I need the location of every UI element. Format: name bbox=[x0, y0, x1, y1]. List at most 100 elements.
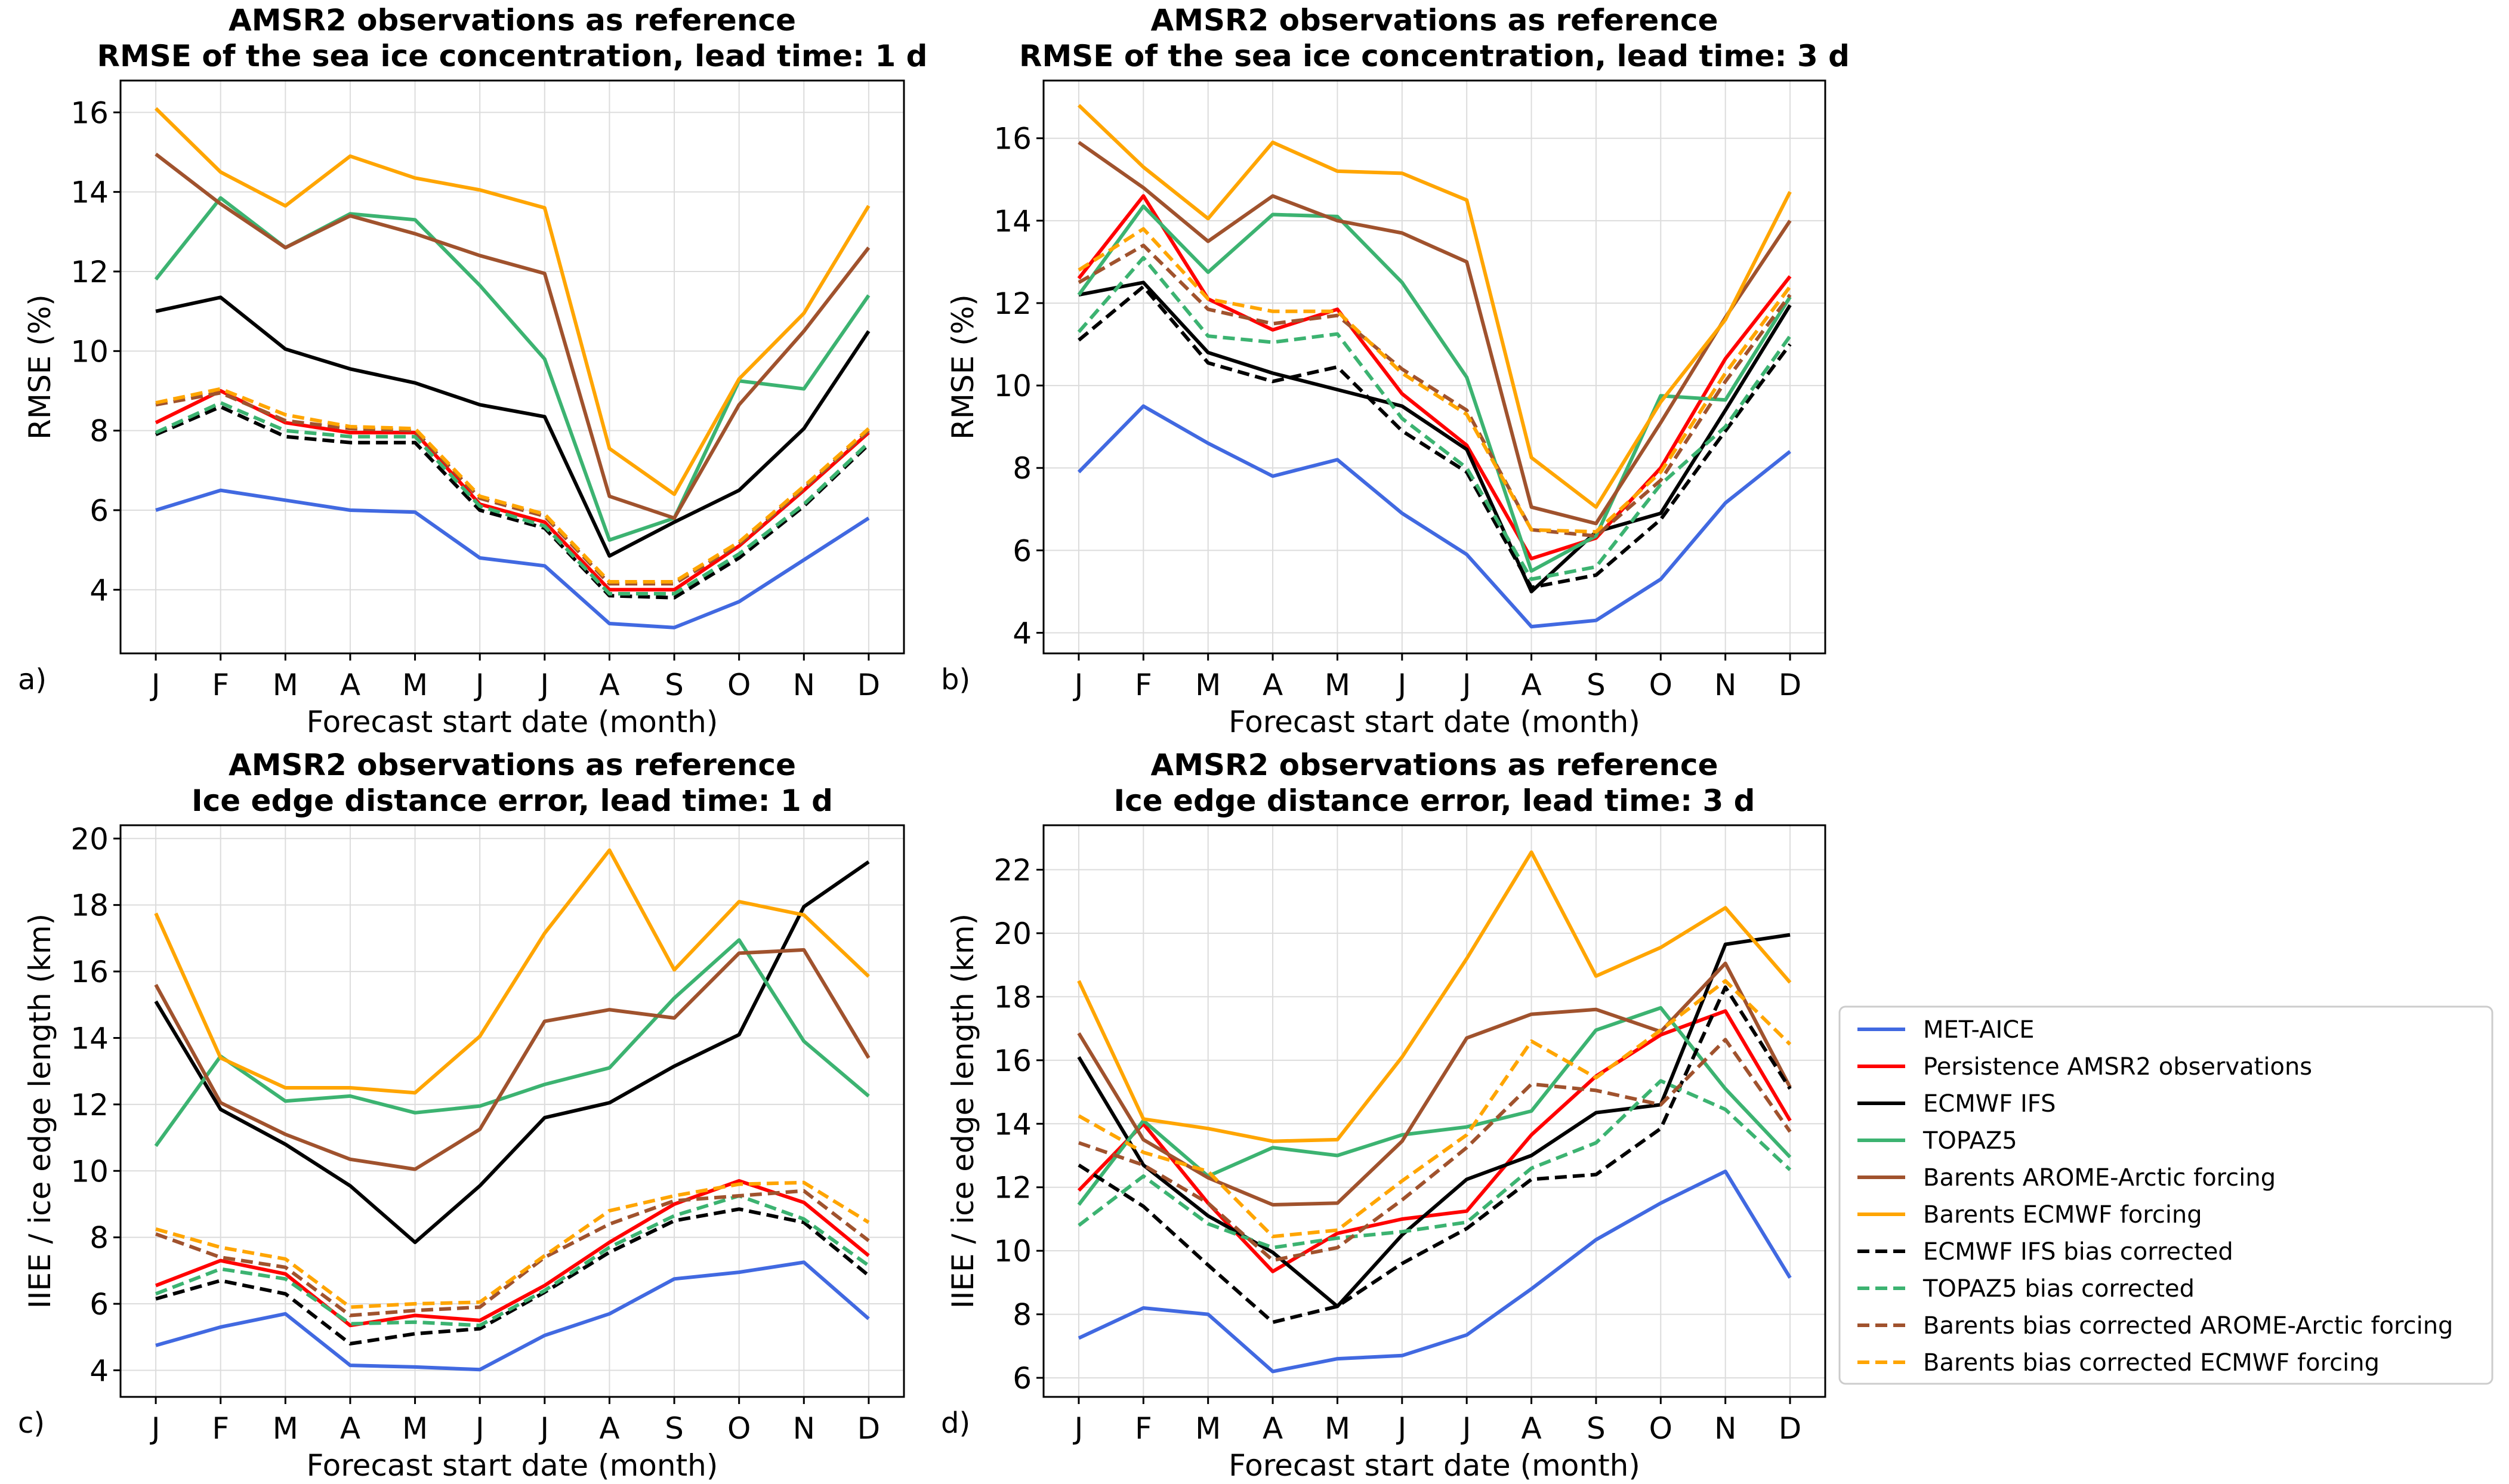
series-line-ecmwf-ifs-bias-corrected bbox=[155, 1207, 870, 1346]
y-tick-label: 14 bbox=[70, 1021, 109, 1056]
chart-title-line-2: Ice edge distance error, lead time: 3 d bbox=[1114, 783, 1755, 818]
y-tick-label: 12 bbox=[993, 286, 1032, 321]
panel-label: a) bbox=[18, 663, 47, 696]
series-line-barents-bias-corrected-ecmwf-forcing bbox=[155, 1180, 870, 1309]
series-line-barents-bias-corrected-ecmwf-forcing bbox=[155, 387, 870, 584]
chart-title-line-1: AMSR2 observations as reference bbox=[229, 748, 796, 782]
legend-entry-label: Persistence AMSR2 observations bbox=[1923, 1053, 2312, 1081]
x-tick-label: F bbox=[1135, 668, 1152, 702]
series-line-barents-ecmwf-forcing bbox=[1077, 104, 1792, 509]
x-tick-label: M bbox=[402, 1411, 428, 1446]
x-tick-label: N bbox=[793, 1411, 815, 1446]
legend-entry-label: Barents ECMWF forcing bbox=[1923, 1201, 2202, 1229]
x-tick-label: M bbox=[273, 668, 298, 702]
y-tick-label: 8 bbox=[1013, 451, 1032, 486]
chart-title-line-2: Ice edge distance error, lead time: 1 d bbox=[192, 783, 833, 818]
legend-entry-label: MET-AICE bbox=[1923, 1016, 2034, 1044]
x-tick-label: A bbox=[1521, 668, 1541, 702]
series-line-met-aice bbox=[155, 488, 870, 630]
y-axis-label: IIEE / ice edge length (km) bbox=[23, 914, 57, 1309]
chart-panel-2: 4 6 8 10 12 14 16 J F M A M J J A S O N D AMSR2 observation… bbox=[941, 3, 1850, 739]
x-tick-label: M bbox=[1325, 668, 1350, 702]
x-axis-label: Forecast start date (month) bbox=[1229, 705, 1640, 739]
chart-title-line-2: RMSE of the sea ice concentration, lead … bbox=[1019, 39, 1850, 73]
axes-frame bbox=[1042, 824, 1826, 1398]
series-line-met-aice bbox=[155, 1260, 870, 1372]
x-tick-label: J bbox=[538, 1411, 549, 1446]
x-axis-label: Forecast start date (month) bbox=[307, 1448, 718, 1483]
y-tick-label: 22 bbox=[993, 853, 1032, 888]
chart-panel-3: 4 6 8 10 12 14 16 18 20 J F M A M J J A S O N D AMSR2 observa… bbox=[18, 748, 905, 1483]
x-axis-label: Forecast start date (month) bbox=[307, 705, 718, 739]
y-tick-label: 4 bbox=[90, 1353, 109, 1388]
x-tick-label: J bbox=[1461, 668, 1471, 702]
x-tick-label: J bbox=[150, 668, 161, 702]
x-tick-label: O bbox=[1649, 668, 1672, 702]
series-line-barents-bias-corrected-ecmwf-forcing bbox=[1078, 979, 1792, 1239]
x-tick-label: J bbox=[150, 1411, 161, 1446]
y-axis-label: IIEE / ice edge length (km) bbox=[946, 914, 980, 1309]
x-tick-label: J bbox=[538, 668, 549, 702]
axes-frame bbox=[119, 79, 905, 655]
chart-title-line-1: AMSR2 observations as reference bbox=[229, 3, 796, 38]
series-line-ecmwf-ifs-bias-corrected bbox=[1078, 285, 1792, 590]
x-tick-label: J bbox=[474, 1411, 484, 1446]
y-tick-label: 6 bbox=[1013, 533, 1032, 568]
series-line-barents-bias-corrected-arome-arctic-forcing bbox=[155, 1189, 870, 1318]
x-tick-label: M bbox=[1195, 668, 1221, 702]
series-line-ecmwf-ifs bbox=[1077, 933, 1791, 1309]
x-tick-label: A bbox=[1263, 1411, 1283, 1446]
x-tick-label: A bbox=[340, 668, 360, 702]
chart-title-line-1: AMSR2 observations as reference bbox=[1151, 3, 1718, 38]
y-axis-label: RMSE (%) bbox=[946, 294, 980, 440]
panel-label: d) bbox=[941, 1406, 970, 1440]
y-tick-label: 6 bbox=[1013, 1361, 1032, 1396]
series-line-barents-bias-corrected-arome-arctic-forcing bbox=[1078, 1038, 1792, 1263]
x-tick-label: M bbox=[1195, 1411, 1221, 1446]
legend-entry-label: Barents bias corrected ECMWF forcing bbox=[1923, 1349, 2380, 1377]
series-line-ecmwf-ifs bbox=[154, 860, 870, 1244]
chart-title-line-2: RMSE of the sea ice concentration, lead … bbox=[97, 39, 928, 73]
panel-label: b) bbox=[941, 663, 970, 696]
series-line-barents-bias-corrected-arome-arctic-forcing bbox=[155, 391, 870, 586]
y-tick-label: 20 bbox=[70, 822, 109, 856]
y-tick-label: 16 bbox=[993, 122, 1032, 156]
y-tick-label: 12 bbox=[70, 255, 109, 289]
axes-frame bbox=[119, 824, 905, 1398]
series-line-met-aice bbox=[1077, 404, 1791, 629]
x-tick-label: J bbox=[1461, 1411, 1471, 1446]
series-line-topaz5 bbox=[154, 938, 870, 1147]
chart-panel-1: 4 6 8 10 12 14 16 J F M A M J J A S O N D AMSR2 observation… bbox=[18, 3, 927, 739]
legend-entry-label: ECMWF IFS bias corrected bbox=[1923, 1238, 2233, 1266]
x-tick-label: N bbox=[1714, 668, 1736, 702]
panel-label: c) bbox=[18, 1406, 45, 1440]
series-line-topaz5-bias-corrected bbox=[1078, 1079, 1792, 1249]
series-line-topaz5-bias-corrected bbox=[155, 401, 870, 596]
legend-frame bbox=[1838, 1005, 2493, 1385]
series-line-barents-bias-corrected-arome-arctic-forcing bbox=[1078, 243, 1792, 538]
series-line-barents-arome-arctic-forcing bbox=[154, 948, 871, 1171]
x-tick-label: J bbox=[474, 668, 484, 702]
x-tick-label: D bbox=[857, 1411, 881, 1446]
x-tick-label: J bbox=[1073, 668, 1084, 702]
x-tick-label: O bbox=[727, 668, 751, 702]
y-tick-label: 4 bbox=[90, 573, 109, 607]
x-tick-label: J bbox=[1396, 1411, 1406, 1446]
series-line-barents-ecmwf-forcing bbox=[154, 107, 871, 496]
x-tick-label: A bbox=[1263, 668, 1283, 702]
y-tick-label: 10 bbox=[70, 334, 109, 369]
y-tick-label: 18 bbox=[993, 980, 1032, 1014]
x-tick-label: D bbox=[1779, 1411, 1802, 1446]
series-line-barents-ecmwf-forcing bbox=[154, 848, 870, 1095]
x-tick-label: D bbox=[1779, 668, 1802, 702]
series-line-persistence-amsr2-observations bbox=[155, 389, 870, 592]
series-line-barents-ecmwf-forcing bbox=[1077, 850, 1792, 1143]
x-tick-label: N bbox=[793, 668, 815, 702]
series-line-persistence-amsr2-observations bbox=[1077, 1009, 1792, 1273]
series-line-topaz5-bias-corrected bbox=[155, 1194, 870, 1328]
y-tick-label: 12 bbox=[70, 1088, 109, 1122]
x-tick-label: A bbox=[599, 1411, 619, 1446]
series-line-topaz5-bias-corrected bbox=[1077, 256, 1792, 581]
x-tick-label: F bbox=[212, 1411, 229, 1446]
series-line-barents-arome-arctic-forcing bbox=[155, 152, 871, 520]
